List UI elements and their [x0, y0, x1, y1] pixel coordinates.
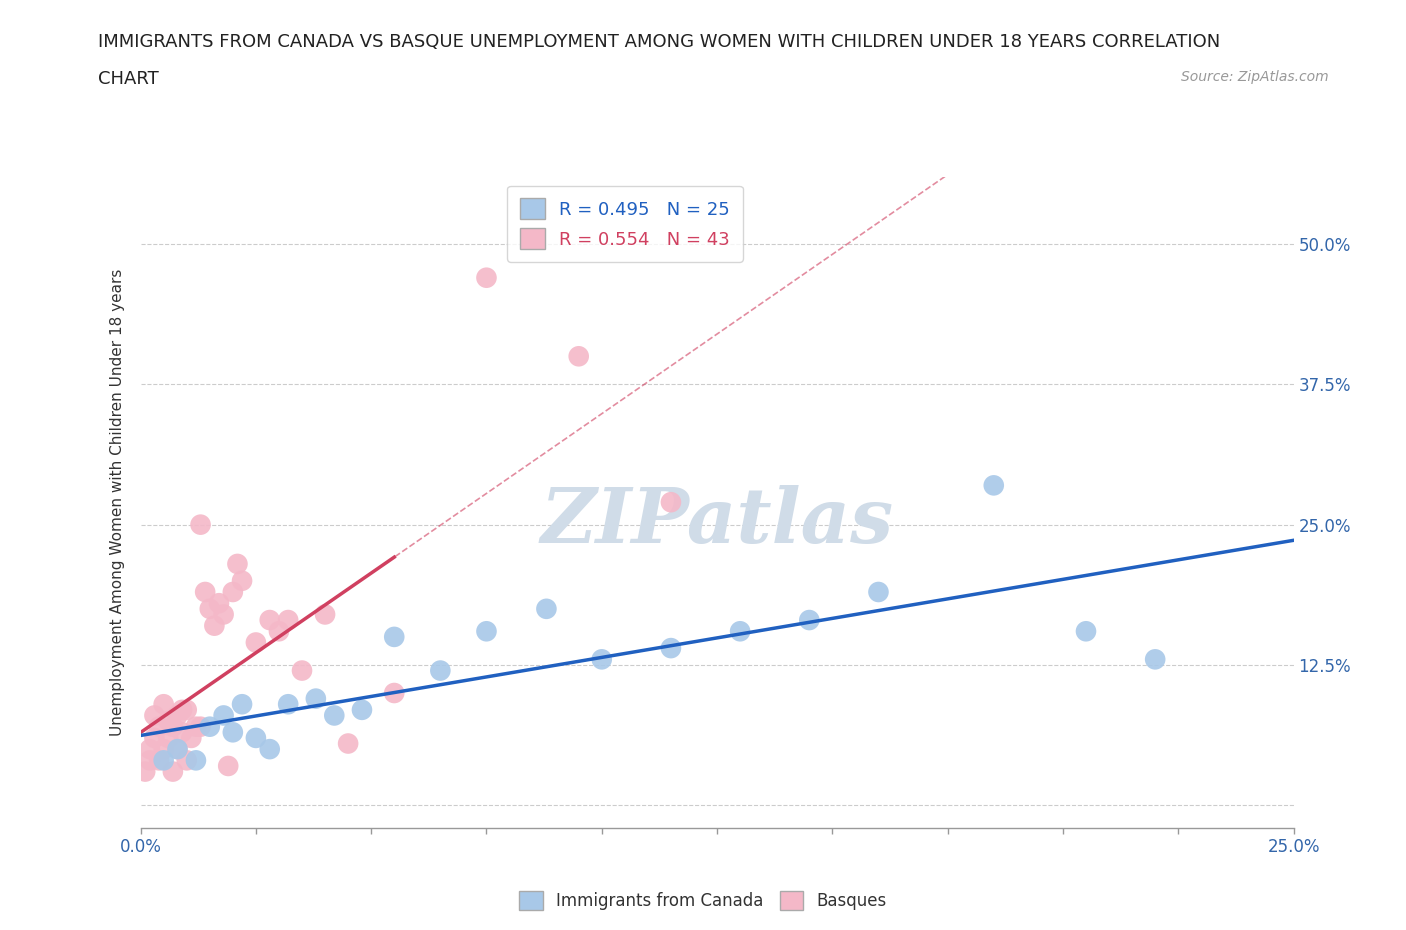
Point	[202, 618, 225, 633]
Point	[157, 730, 180, 745]
Point	[180, 730, 202, 745]
Point	[139, 753, 162, 768]
Point	[166, 742, 188, 757]
Legend: Immigrants from Canada, Basques: Immigrants from Canada, Basques	[513, 884, 893, 917]
Text: Source: ZipAtlas.com: Source: ZipAtlas.com	[1181, 70, 1329, 84]
Point	[231, 573, 253, 588]
Point	[152, 697, 174, 711]
Point	[568, 349, 591, 364]
Y-axis label: Unemployment Among Women with Children Under 18 years: Unemployment Among Women with Children U…	[110, 269, 125, 736]
Point	[277, 697, 299, 711]
Point	[190, 517, 212, 532]
Point	[1144, 652, 1167, 667]
Point	[139, 742, 162, 757]
Point	[198, 602, 221, 617]
Point	[143, 730, 166, 745]
Point	[152, 742, 174, 757]
Point	[799, 613, 821, 628]
Point	[868, 585, 890, 600]
Point	[176, 753, 198, 768]
Point	[350, 702, 373, 717]
Point	[429, 663, 451, 678]
Point	[305, 691, 328, 706]
Point	[267, 624, 290, 639]
Point	[337, 736, 360, 751]
Point	[162, 719, 184, 734]
Point	[475, 271, 498, 286]
Point	[728, 624, 751, 639]
Point	[1074, 624, 1097, 639]
Point	[536, 602, 558, 617]
Text: IMMIGRANTS FROM CANADA VS BASQUE UNEMPLOYMENT AMONG WOMEN WITH CHILDREN UNDER 18: IMMIGRANTS FROM CANADA VS BASQUE UNEMPLO…	[98, 33, 1220, 50]
Point	[194, 585, 217, 600]
Point	[152, 753, 174, 768]
Text: ZIPatlas: ZIPatlas	[540, 485, 894, 559]
Point	[176, 702, 198, 717]
Point	[382, 685, 405, 700]
Point	[217, 759, 239, 774]
Point	[222, 724, 245, 739]
Point	[166, 708, 188, 723]
Point	[231, 697, 253, 711]
Point	[143, 708, 166, 723]
Point	[259, 613, 281, 628]
Point	[659, 641, 682, 656]
Point	[134, 764, 156, 779]
Point	[172, 724, 194, 739]
Point	[184, 719, 207, 734]
Point	[212, 607, 235, 622]
Point	[382, 630, 405, 644]
Point	[222, 585, 245, 600]
Point	[148, 753, 170, 768]
Point	[259, 742, 281, 757]
Point	[190, 719, 212, 734]
Point	[245, 730, 267, 745]
Point	[226, 556, 249, 571]
Point	[157, 713, 180, 728]
Legend: R = 0.495   N = 25, R = 0.554   N = 43: R = 0.495 N = 25, R = 0.554 N = 43	[508, 186, 742, 261]
Point	[475, 624, 498, 639]
Point	[277, 613, 299, 628]
Point	[184, 753, 207, 768]
Point	[166, 742, 188, 757]
Point	[291, 663, 314, 678]
Point	[162, 764, 184, 779]
Point	[148, 719, 170, 734]
Point	[983, 478, 1005, 493]
Point	[591, 652, 613, 667]
Point	[659, 495, 682, 510]
Point	[198, 719, 221, 734]
Point	[212, 708, 235, 723]
Point	[172, 702, 194, 717]
Point	[323, 708, 346, 723]
Text: CHART: CHART	[98, 70, 159, 87]
Point	[245, 635, 267, 650]
Point	[314, 607, 336, 622]
Point	[208, 596, 231, 611]
